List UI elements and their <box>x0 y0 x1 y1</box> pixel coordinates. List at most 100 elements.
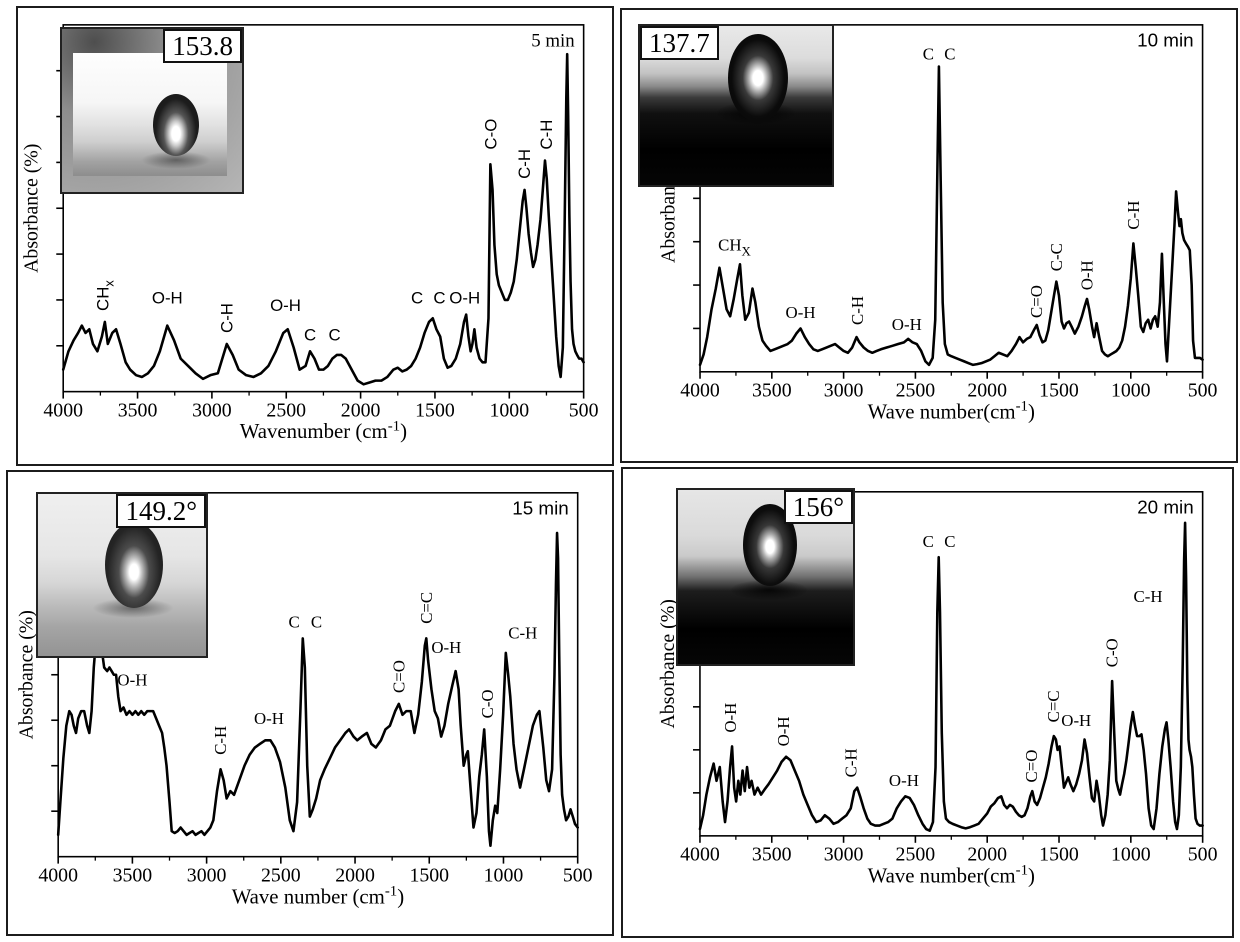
peak-label: C <box>923 532 934 551</box>
peak-label: C <box>923 45 934 64</box>
x-tick-label: 500 <box>563 864 593 886</box>
x-tick-label: 1000 <box>484 864 524 886</box>
y-axis-title: Absorbance (%) <box>15 610 37 739</box>
x-tick-label: 1500 <box>1039 380 1079 402</box>
droplet-photo <box>640 26 832 185</box>
peak-label: C <box>944 45 955 64</box>
peak-label: C-H <box>1134 587 1163 606</box>
spectrum-curve <box>698 65 1204 367</box>
x-tick-label: 2500 <box>266 399 306 421</box>
peak-label: C <box>304 325 316 344</box>
peak-label: C-H <box>508 623 537 642</box>
droplet-shadow <box>140 150 211 169</box>
peak-label: O-H <box>786 303 816 322</box>
peak-label: C=C <box>1044 690 1063 722</box>
peak-label: O-H <box>892 315 922 334</box>
x-tick-label: 4000 <box>680 380 720 402</box>
time-label: 10 min <box>1137 30 1194 51</box>
peak-label: O-H <box>431 638 461 657</box>
x-tick-label: 3500 <box>118 399 158 421</box>
peak-label: C-H <box>537 120 556 150</box>
peak-label: C-O <box>1103 638 1122 667</box>
droplet-photo <box>678 490 853 664</box>
x-tick-label: 500 <box>1188 844 1218 866</box>
x-tick-label: 3000 <box>824 844 864 866</box>
x-tick-label: 500 <box>1188 380 1218 402</box>
y-axis-title: Absorbance (%) <box>657 599 679 728</box>
time-label: 20 min <box>1137 497 1194 518</box>
x-tick-label: 1000 <box>1111 844 1151 866</box>
panel-20min: 4000 3500 3000 2500 2000 1500 1000 500 Wave numb… <box>621 467 1234 938</box>
contact-angle-inset-5min: 153.8 <box>60 27 244 194</box>
panel-15min: 4000 3500 3000 2500 2000 1500 1000 500 Wave numb… <box>6 470 614 936</box>
spectrum-curve <box>56 531 579 848</box>
x-tick-label: 4000 <box>38 864 78 886</box>
peak-label: O-H <box>449 289 480 308</box>
spectrum-curve <box>61 52 585 386</box>
x-tick-label: 1000 <box>1111 380 1151 402</box>
peak-label: O-H <box>254 709 284 728</box>
peak-label: C=C <box>417 592 436 624</box>
peak-label: O-H <box>889 771 919 790</box>
peak-label: O-H <box>774 716 793 746</box>
droplet-photo <box>73 53 227 176</box>
peak-label: C <box>433 289 445 308</box>
contact-angle-inset-20min: 156° <box>676 488 855 666</box>
x-tick-label: 2000 <box>341 399 381 421</box>
spectrum-plot-5min: 4000 3500 3000 2500 2000 1500 1000 500 Wavenumbe… <box>20 24 599 443</box>
peak-label: C <box>944 532 955 551</box>
panel-10min: 4000 3500 3000 2500 2000 1500 1000 500 Wave numb… <box>620 8 1238 463</box>
peak-label: C=O <box>1022 750 1041 783</box>
y-axis-title: Absorbance (%) <box>20 144 42 273</box>
water-droplet <box>105 521 164 608</box>
x-tick-label: 2000 <box>335 864 375 886</box>
peak-label: C=O <box>1027 285 1046 318</box>
peak-label: C-H <box>218 303 237 333</box>
spectrum-curve <box>698 521 1204 832</box>
peak-label: O-H <box>270 296 301 315</box>
x-tick-label: 2000 <box>967 844 1007 866</box>
peak-label: O-H <box>152 289 183 308</box>
x-tick-label: 3000 <box>187 864 227 886</box>
contact-angle-inset-10min: 137.7 <box>638 24 834 187</box>
water-droplet <box>153 94 200 157</box>
peak-label: C-O <box>481 119 500 150</box>
droplet-shadow <box>730 580 807 601</box>
peak-label: O-H <box>1078 260 1097 290</box>
peak-label: C-O <box>478 689 497 718</box>
peak-label: C-H <box>515 149 534 179</box>
peak-label: C-H <box>848 296 867 325</box>
x-axis-title: Wavenumber (cm-1) <box>240 418 407 443</box>
contact-angle-value: 149.2° <box>116 494 206 529</box>
droplet-shadow <box>91 597 174 618</box>
peak-label: O-H <box>721 703 740 733</box>
x-tick-label: 1500 <box>1039 844 1079 866</box>
x-tick-label: 2000 <box>967 380 1007 402</box>
panel-5min: 4000 3500 3000 2500 2000 1500 1000 500 Wavenumbe… <box>16 6 614 466</box>
x-tick-label: 2500 <box>896 844 936 866</box>
peak-label: C <box>311 612 322 631</box>
peak-label: C-H <box>211 726 230 755</box>
contact-angle-value: 137.7 <box>640 26 719 61</box>
x-tick-label: 3500 <box>113 864 153 886</box>
contact-angle-inset-15min: 149.2° <box>36 492 208 658</box>
spectrum-plot-20min: 4000 3500 3000 2500 2000 1500 1000 500 Wave numb… <box>657 491 1218 887</box>
peak-label: C-H <box>1124 201 1143 230</box>
x-tick-label: 3000 <box>824 380 864 402</box>
peak-label: O-H <box>1061 711 1091 730</box>
x-tick-label: 2500 <box>896 380 936 402</box>
contact-angle-value: 156° <box>783 490 853 525</box>
peak-label: C-H <box>842 748 861 777</box>
contact-angle-value: 153.8 <box>163 29 242 64</box>
peak-label: CHX <box>718 235 751 258</box>
x-tick-label: 1500 <box>415 399 455 421</box>
x-tick-label: 1500 <box>409 864 449 886</box>
peak-label: C=O <box>389 660 408 693</box>
x-tick-label: 500 <box>569 399 599 421</box>
time-label: 15 min <box>512 498 569 519</box>
peak-label: O-H <box>117 671 147 690</box>
time-label: 5 min <box>531 31 575 52</box>
water-droplet <box>728 33 789 122</box>
x-tick-label: 4000 <box>680 844 720 866</box>
